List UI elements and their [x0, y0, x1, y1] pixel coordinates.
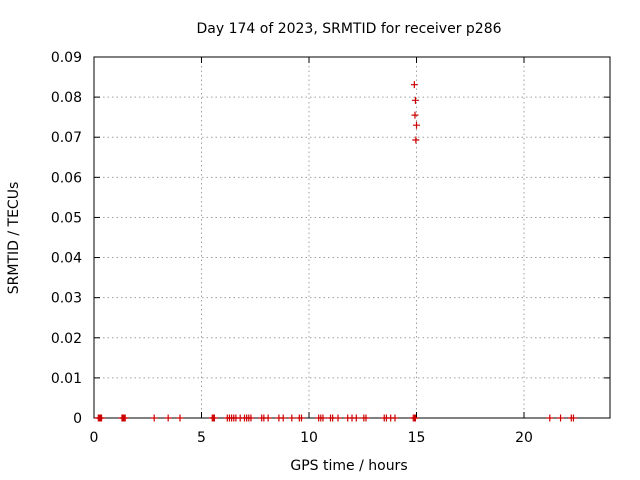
y-axis-label: SRMTID / TECUs — [6, 182, 22, 295]
data-point-marker — [362, 414, 370, 422]
x-tick-label: 10 — [300, 430, 318, 446]
plot-frame — [93, 56, 611, 419]
y-tick-label: 0 — [73, 411, 82, 427]
data-point-marker — [569, 414, 577, 422]
x-axis-ticks: 0 5 10 15 20 — [90, 57, 533, 446]
data-points — [94, 81, 577, 422]
data-point-marker — [210, 414, 218, 422]
grid-lines — [94, 57, 610, 418]
data-point-marker — [121, 414, 129, 422]
data-point-marker — [546, 414, 554, 422]
y-tick-label: 0.06 — [51, 170, 82, 186]
y-tick-label: 0.07 — [51, 130, 82, 146]
data-point-marker — [557, 414, 565, 422]
data-point-marker — [411, 414, 419, 422]
x-tick-label: 5 — [197, 430, 206, 446]
data-point-marker — [247, 414, 255, 422]
data-point-marker — [411, 111, 419, 119]
data-point-marker — [411, 96, 419, 104]
data-point-marker — [410, 81, 418, 89]
data-point-marker — [412, 136, 420, 144]
y-tick-label: 0.05 — [51, 210, 82, 226]
data-point-marker — [297, 414, 305, 422]
data-point-marker — [264, 414, 272, 422]
y-tick-label: 0.03 — [51, 291, 82, 307]
data-point-marker — [98, 414, 106, 422]
y-tick-label: 0.08 — [51, 90, 82, 106]
x-tick-label: 0 — [90, 430, 99, 446]
chart-title: Day 174 of 2023, SRMTID for receiver p28… — [196, 21, 501, 37]
y-tick-label: 0.09 — [51, 50, 82, 66]
data-point-marker — [164, 414, 172, 422]
data-point-marker — [334, 414, 342, 422]
data-point-marker — [279, 414, 287, 422]
data-point-marker — [176, 414, 184, 422]
x-tick-label: 20 — [515, 430, 533, 446]
data-point-marker — [391, 414, 399, 422]
x-tick-label: 15 — [408, 430, 426, 446]
data-point-marker — [319, 414, 327, 422]
y-tick-label: 0.04 — [51, 251, 82, 267]
x-axis-label: GPS time / hours — [290, 458, 407, 474]
data-point-marker — [150, 414, 158, 422]
y-tick-label: 0.02 — [51, 331, 82, 347]
y-tick-label: 0.01 — [51, 371, 82, 387]
data-point-marker — [413, 121, 420, 129]
data-point-marker — [352, 414, 360, 422]
y-axis-ticks: 0 0.01 0.02 0.03 0.04 0.05 0.06 0.07 0.08 0.09 — [51, 50, 610, 427]
data-point-marker — [288, 414, 296, 422]
